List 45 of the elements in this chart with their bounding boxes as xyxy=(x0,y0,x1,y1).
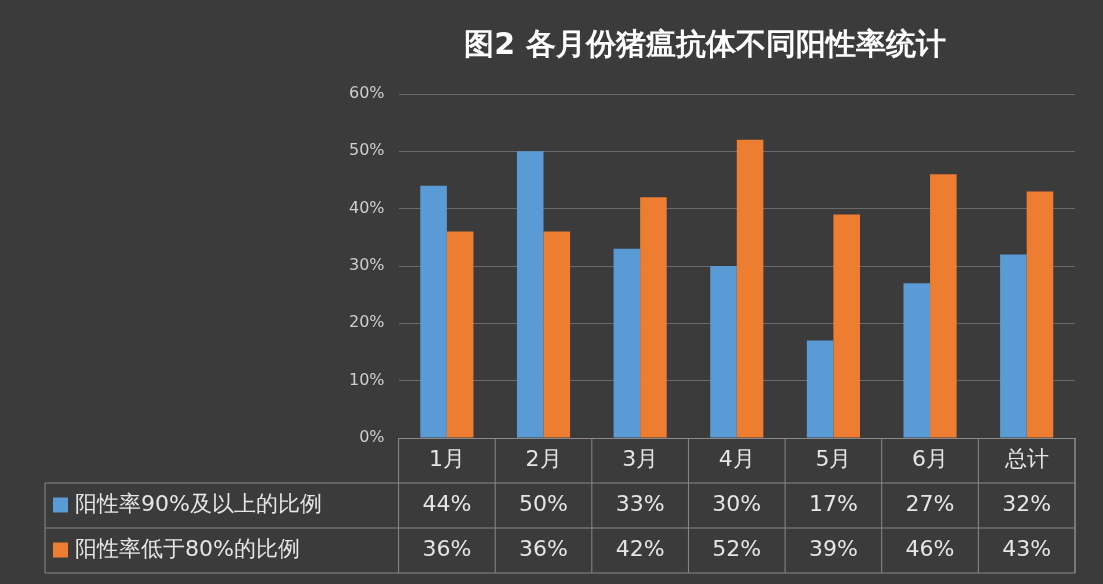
y-tick-label: 60% xyxy=(349,83,385,103)
data-label: 52% xyxy=(712,536,762,562)
data-label: 17% xyxy=(808,491,858,517)
data-label: 30% xyxy=(712,491,762,517)
bar xyxy=(640,197,667,438)
data-label: 33% xyxy=(615,491,665,517)
x-tick-label: 1月 xyxy=(428,446,465,472)
x-tick-label: 5月 xyxy=(815,446,852,472)
data-label: 43% xyxy=(1002,536,1052,562)
data-label: 46% xyxy=(905,536,955,562)
bar xyxy=(613,248,641,438)
data-label: 39% xyxy=(808,536,858,562)
x-tick-label: 4月 xyxy=(718,446,755,472)
y-tick-label: 0% xyxy=(359,427,385,447)
bar xyxy=(930,174,957,438)
x-tick-label: 2月 xyxy=(525,446,562,472)
bar xyxy=(446,231,474,438)
bar xyxy=(903,283,931,438)
bar xyxy=(736,139,764,438)
y-tick-label: 50% xyxy=(349,140,385,160)
data-label: 44% xyxy=(422,491,472,517)
y-tick-label: 20% xyxy=(349,312,385,332)
data-label: 36% xyxy=(519,536,568,562)
x-tick-label: 总计 xyxy=(1003,446,1049,472)
legend-label: 阳性率90%及以上的比例 xyxy=(75,491,322,517)
y-tick-label: 30% xyxy=(349,255,385,275)
data-label: 42% xyxy=(615,536,665,562)
chart-title: 图2 各月份猪瘟抗体不同阳性率统计 xyxy=(464,25,946,61)
data-label: 36% xyxy=(422,536,472,562)
x-tick-label: 6月 xyxy=(912,446,949,472)
y-tick-label: 40% xyxy=(349,197,385,217)
bar xyxy=(516,151,544,438)
bar xyxy=(420,185,447,438)
bar xyxy=(710,266,737,438)
legend-label: 阳性率低于80%的比例 xyxy=(75,536,300,562)
bar xyxy=(1000,254,1027,438)
bar xyxy=(806,340,834,438)
bar xyxy=(543,231,571,438)
data-label: 27% xyxy=(905,491,955,517)
x-tick-label: 3月 xyxy=(622,446,659,472)
data-label: 32% xyxy=(1002,491,1052,517)
y-tick-label: 10% xyxy=(349,369,385,389)
bar xyxy=(1026,191,1054,438)
data-label: 50% xyxy=(519,491,568,517)
bar xyxy=(833,214,860,438)
